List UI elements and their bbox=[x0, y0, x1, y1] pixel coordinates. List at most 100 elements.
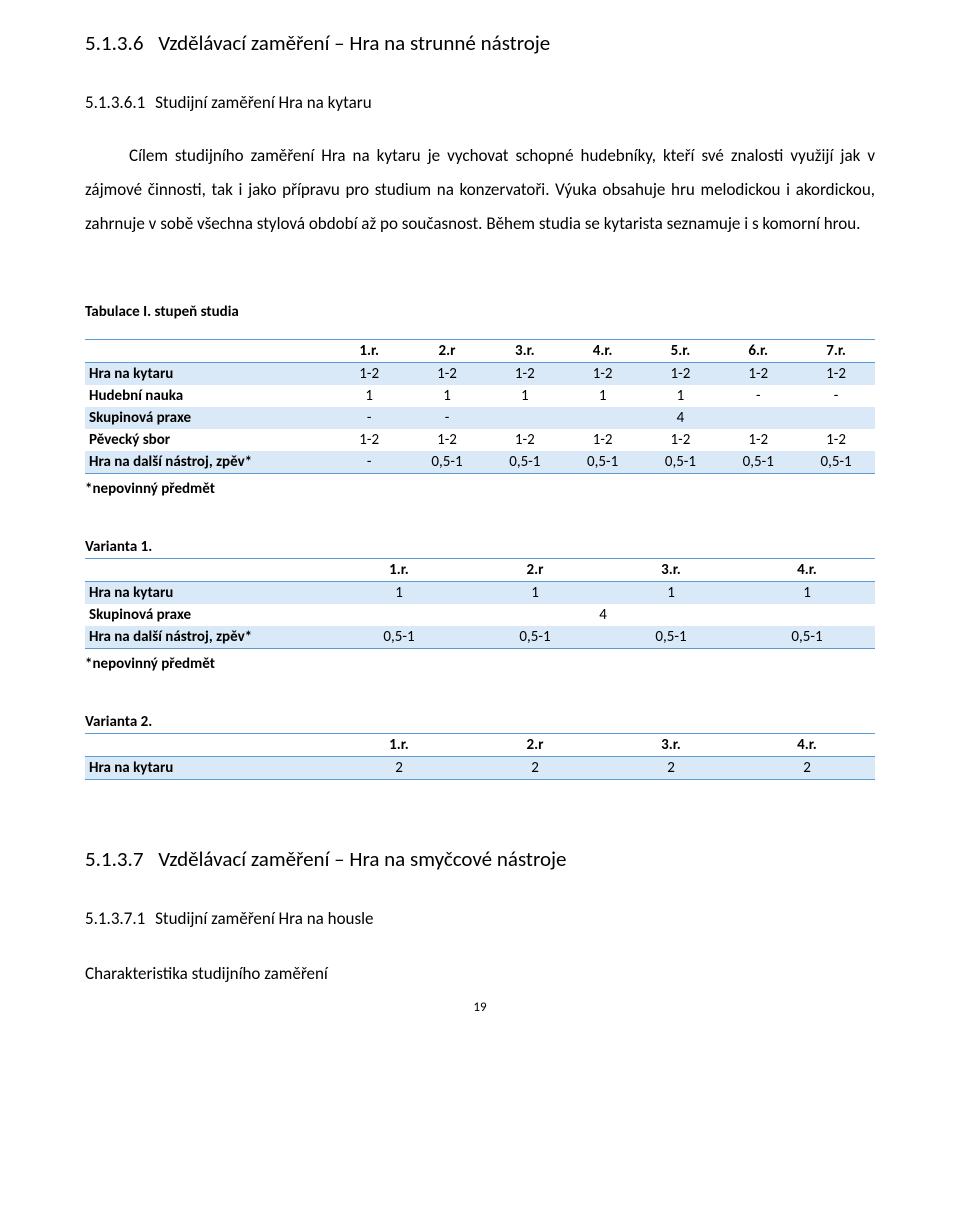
table-row: Hudební nauka 1 1 1 1 1 - - bbox=[85, 385, 875, 407]
row-label: Skupinová praxe bbox=[85, 604, 331, 626]
heading-number: 5.1.3.6.1 bbox=[85, 92, 145, 113]
variant1-footnote: *nepovinný předmět bbox=[85, 655, 875, 673]
cell: 1-2 bbox=[797, 429, 875, 451]
table-header-blank bbox=[85, 340, 330, 363]
table-header-blank bbox=[85, 559, 331, 582]
cell: 1 bbox=[408, 385, 486, 407]
col-5r: 5.r. bbox=[642, 340, 720, 363]
col-4r: 4.r. bbox=[739, 734, 875, 757]
table1-title: Tabulace I. stupeň studia bbox=[85, 303, 875, 321]
cell: - bbox=[797, 385, 875, 407]
intro-paragraph: Cílem studijního zaměření Hra na kytaru … bbox=[85, 139, 875, 241]
cell: 1-2 bbox=[642, 429, 720, 451]
col-3r: 3.r. bbox=[603, 734, 739, 757]
cell: 1-2 bbox=[486, 363, 564, 386]
cell: 1-2 bbox=[408, 429, 486, 451]
col-1r: 1.r. bbox=[331, 734, 467, 757]
table-row: Hra na další nástroj, zpěv* 0,5-1 0,5-1 … bbox=[85, 626, 875, 649]
heading-5-1-3-7-1: 5.1.3.7.1 Studijní zaměření Hra na housl… bbox=[85, 908, 875, 929]
row-label: Hra na kytaru bbox=[85, 582, 331, 605]
table-row: Skupinová praxe - - 4 bbox=[85, 407, 875, 429]
cell: 1-2 bbox=[330, 363, 408, 386]
table-row: Skupinová praxe 4 bbox=[85, 604, 875, 626]
cell: 2 bbox=[603, 757, 739, 780]
row-label: Hra na kytaru bbox=[85, 363, 330, 386]
cell: - bbox=[408, 407, 486, 429]
table-stage-1: 1.r. 2.r 3.r. 4.r. 5.r. 6.r. 7.r. Hra na… bbox=[85, 339, 875, 474]
cell: 2 bbox=[739, 757, 875, 780]
cell: 1 bbox=[330, 385, 408, 407]
table-header-blank bbox=[85, 734, 331, 757]
heading-text: Vzdělávací zaměření – Hra na smyčcové ná… bbox=[158, 846, 566, 872]
col-3r: 3.r. bbox=[486, 340, 564, 363]
col-1r: 1.r. bbox=[330, 340, 408, 363]
cell: 1-2 bbox=[797, 363, 875, 386]
table-row: Hra na kytaru 1 1 1 1 bbox=[85, 582, 875, 605]
table-header-row: 1.r. 2.r 3.r. 4.r. bbox=[85, 559, 875, 582]
cell: 0,5-1 bbox=[603, 626, 739, 649]
heading-number: 5.1.3.7.1 bbox=[85, 908, 145, 929]
cell-merged: 4 bbox=[486, 407, 875, 429]
table-row: Hra na kytaru 1-2 1-2 1-2 1-2 1-2 1-2 1-… bbox=[85, 363, 875, 386]
cell: 0,5-1 bbox=[564, 451, 642, 474]
col-2r: 2.r bbox=[467, 559, 603, 582]
heading-5-1-3-6: 5.1.3.6 Vzdělávací zaměření – Hra na str… bbox=[85, 30, 875, 56]
cell: 2 bbox=[331, 757, 467, 780]
row-label: Hudební nauka bbox=[85, 385, 330, 407]
table-row: Pěvecký sbor 1-2 1-2 1-2 1-2 1-2 1-2 1-2 bbox=[85, 429, 875, 451]
heading-5-1-3-6-1: 5.1.3.6.1 Studijní zaměření Hra na kytar… bbox=[85, 92, 875, 113]
cell: 1 bbox=[642, 385, 720, 407]
cell: 1 bbox=[331, 582, 467, 605]
cell: 1 bbox=[603, 582, 739, 605]
heading-text: Studijní zaměření Hra na kytaru bbox=[155, 92, 372, 113]
table-variant-1: 1.r. 2.r 3.r. 4.r. Hra na kytaru 1 1 1 1… bbox=[85, 558, 875, 649]
row-label: Skupinová praxe bbox=[85, 407, 330, 429]
cell: 2 bbox=[467, 757, 603, 780]
cell-merged: 4 bbox=[331, 604, 875, 626]
cell: - bbox=[330, 451, 408, 474]
row-label: Pěvecký sbor bbox=[85, 429, 330, 451]
col-7r: 7.r. bbox=[797, 340, 875, 363]
cell: 0,5-1 bbox=[739, 626, 875, 649]
heading-number: 5.1.3.6 bbox=[85, 30, 143, 56]
table-header-row: 1.r. 2.r 3.r. 4.r. bbox=[85, 734, 875, 757]
cell: 0,5-1 bbox=[408, 451, 486, 474]
document-page: 5.1.3.6 Vzdělávací zaměření – Hra na str… bbox=[0, 0, 960, 1058]
cell: 1-2 bbox=[564, 363, 642, 386]
cell: 0,5-1 bbox=[467, 626, 603, 649]
cell: 0,5-1 bbox=[331, 626, 467, 649]
cell: 0,5-1 bbox=[642, 451, 720, 474]
cell: - bbox=[330, 407, 408, 429]
table1-footnote: *nepovinný předmět bbox=[85, 480, 875, 498]
cell: 0,5-1 bbox=[486, 451, 564, 474]
heading-number: 5.1.3.7 bbox=[85, 846, 143, 872]
cell: 1-2 bbox=[719, 429, 797, 451]
col-2r: 2.r bbox=[408, 340, 486, 363]
cell: - bbox=[719, 385, 797, 407]
cell: 0,5-1 bbox=[719, 451, 797, 474]
cell: 1-2 bbox=[719, 363, 797, 386]
col-4r: 4.r. bbox=[739, 559, 875, 582]
row-label: Hra na další nástroj, zpěv* bbox=[85, 626, 331, 649]
cell: 1-2 bbox=[408, 363, 486, 386]
cell: 1 bbox=[739, 582, 875, 605]
table-header-row: 1.r. 2.r 3.r. 4.r. 5.r. 6.r. 7.r. bbox=[85, 340, 875, 363]
row-label: Hra na další nástroj, zpěv* bbox=[85, 451, 330, 474]
col-6r: 6.r. bbox=[719, 340, 797, 363]
table-variant-2: 1.r. 2.r 3.r. 4.r. Hra na kytaru 2 2 2 2 bbox=[85, 733, 875, 780]
heading-5-1-3-7: 5.1.3.7 Vzdělávací zaměření – Hra na smy… bbox=[85, 846, 875, 872]
cell: 0,5-1 bbox=[797, 451, 875, 474]
cell: 1-2 bbox=[486, 429, 564, 451]
cell: 1 bbox=[564, 385, 642, 407]
heading-text: Studijní zaměření Hra na housle bbox=[155, 908, 373, 929]
heading-text: Vzdělávací zaměření – Hra na strunné nás… bbox=[158, 30, 550, 56]
table-row: Hra na další nástroj, zpěv* - 0,5-1 0,5-… bbox=[85, 451, 875, 474]
cell: 1-2 bbox=[642, 363, 720, 386]
cell: 1 bbox=[467, 582, 603, 605]
spacer bbox=[85, 786, 875, 846]
cell: 1-2 bbox=[330, 429, 408, 451]
subheading-characteristics: Charakteristika studijního zaměření bbox=[85, 963, 875, 984]
col-2r: 2.r bbox=[467, 734, 603, 757]
cell: 1-2 bbox=[564, 429, 642, 451]
cell: 1 bbox=[486, 385, 564, 407]
